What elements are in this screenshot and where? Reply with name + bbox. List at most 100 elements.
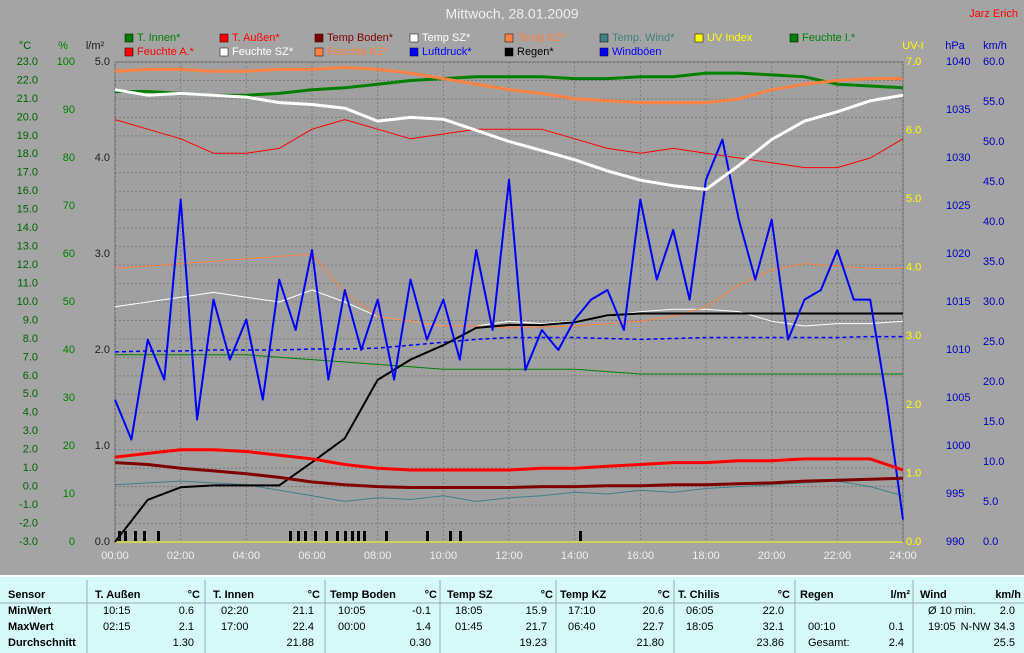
- y-tick-label: 9.0: [23, 314, 38, 326]
- y-tick-label: 1025: [946, 200, 970, 212]
- y-tick-label: 7.0: [23, 351, 38, 363]
- table-cell: 06:05: [686, 605, 714, 617]
- table-header: Temp Boden: [330, 589, 396, 601]
- x-tick-label: 18:00: [692, 550, 720, 562]
- y-tick-label: 1020: [946, 248, 970, 260]
- axis-label: l/m²: [86, 40, 105, 52]
- y-tick-label: 2.0: [906, 399, 921, 411]
- table-cell: 0.6: [179, 605, 194, 617]
- table-cell: 2.1: [179, 621, 194, 633]
- y-tick-label: 40.0: [983, 216, 1004, 228]
- y-tick-label: 15.0: [17, 204, 38, 216]
- table-header-unit: °C: [778, 589, 790, 601]
- series-line: [114, 88, 904, 191]
- legend-swatch: [599, 47, 609, 57]
- y-tick-label: 10.0: [17, 296, 38, 308]
- table-cell: 23.86: [756, 637, 784, 649]
- y-tick-label: 0.0: [23, 481, 38, 493]
- y-tick-label: 995: [946, 488, 964, 500]
- y-tick-label: 1005: [946, 392, 970, 404]
- y-tick-label: 6.0: [23, 370, 38, 382]
- axis-label: °C: [19, 40, 31, 52]
- table-cell: 19.23: [519, 637, 547, 649]
- y-tick-label: 1.0: [906, 467, 921, 479]
- table-cell: 15.9: [526, 605, 547, 617]
- y-tick-label: 15.0: [983, 416, 1004, 428]
- table-cell: 10:05: [338, 605, 366, 617]
- y-tick-label: 1030: [946, 152, 970, 164]
- y-tick-label: 60.0: [983, 56, 1004, 68]
- y-tick-label: 12.0: [17, 259, 38, 271]
- table-header: T. Außen: [95, 589, 141, 601]
- y-tick-label: 35.0: [983, 256, 1004, 268]
- y-tick-label: 5.0: [95, 56, 110, 68]
- y-tick-label: 0: [69, 536, 75, 548]
- y-tick-label: 70: [63, 200, 75, 212]
- table-background: [0, 576, 1024, 653]
- table-cell: 22.0: [763, 605, 784, 617]
- table-header-unit: °C: [308, 589, 320, 601]
- y-tick-label: 5.0: [23, 388, 38, 400]
- table-cell: 21.80: [636, 637, 664, 649]
- legend-swatch: [409, 47, 419, 57]
- table-cell: 1.4: [416, 621, 431, 633]
- series-line: [114, 461, 904, 489]
- legend-swatch: [314, 33, 324, 43]
- table-cell: 17:10: [568, 605, 596, 617]
- y-tick-label: 55.0: [983, 96, 1004, 108]
- table-header: Regen: [800, 589, 834, 601]
- legend-swatch: [504, 33, 514, 43]
- table-header-unit: °C: [188, 589, 200, 601]
- y-tick-label: -1.0: [19, 499, 38, 511]
- x-tick-label: 12:00: [495, 550, 523, 562]
- table-cell: 18:05: [686, 621, 714, 633]
- table-header-unit: km/h: [995, 589, 1021, 601]
- table-cell: 02:20: [221, 605, 249, 617]
- legend-swatch: [314, 47, 324, 57]
- table-cell: Ø 10 min.: [928, 605, 976, 617]
- legend-label: Temp KZ*: [517, 32, 566, 44]
- legend-label: T. Außen*: [232, 32, 280, 44]
- legend-label: Temp SZ*: [422, 32, 471, 44]
- table-cell: 20.6: [643, 605, 664, 617]
- x-tick-label: 04:00: [233, 550, 261, 562]
- legend-label: Feuchte A.*: [137, 46, 195, 58]
- y-tick-label: 60: [63, 248, 75, 260]
- table-header: Wind: [920, 589, 947, 601]
- table-cell: 01:45: [455, 621, 483, 633]
- axis-label: %: [58, 40, 68, 52]
- table-cell: N-NW 34.3: [961, 621, 1015, 633]
- y-tick-label: 18.0: [17, 148, 38, 160]
- y-tick-label: 4.0: [23, 407, 38, 419]
- legend-swatch: [219, 33, 229, 43]
- chart-title: Mittwoch, 28.01.2009: [445, 6, 578, 22]
- y-tick-label: 5.0: [983, 496, 998, 508]
- legend-label: Temp. Wind*: [612, 32, 675, 44]
- y-tick-label: 3.0: [23, 425, 38, 437]
- table-header-unit: °C: [541, 589, 553, 601]
- y-tick-label: 0.0: [95, 536, 110, 548]
- y-tick-label: 4.0: [95, 152, 110, 164]
- table-cell: 1.30: [173, 637, 194, 649]
- legend-label: Feuchte KZ*: [327, 46, 389, 58]
- legend-swatch: [409, 33, 419, 43]
- y-tick-label: 1040: [946, 56, 970, 68]
- table-header: T. Innen: [213, 589, 254, 601]
- y-tick-label: 1.0: [95, 440, 110, 452]
- table-header-unit: l/m²: [890, 589, 910, 601]
- x-tick-label: 16:00: [627, 550, 655, 562]
- x-tick-label: 10:00: [430, 550, 458, 562]
- row-label: Durchschnitt: [8, 637, 76, 649]
- series-line: [114, 448, 904, 472]
- y-tick-label: 10: [63, 488, 75, 500]
- table-cell: Gesamt:: [808, 637, 850, 649]
- y-tick-label: 7.0: [906, 56, 921, 68]
- x-tick-label: 06:00: [298, 550, 326, 562]
- legend-swatch: [789, 33, 799, 43]
- y-tick-label: 17.0: [17, 167, 38, 179]
- y-tick-label: 25.0: [983, 336, 1004, 348]
- table-header-unit: °C: [658, 589, 670, 601]
- row-label: MaxWert: [8, 621, 54, 633]
- axis-label: km/h: [983, 40, 1007, 52]
- y-tick-label: 14.0: [17, 222, 38, 234]
